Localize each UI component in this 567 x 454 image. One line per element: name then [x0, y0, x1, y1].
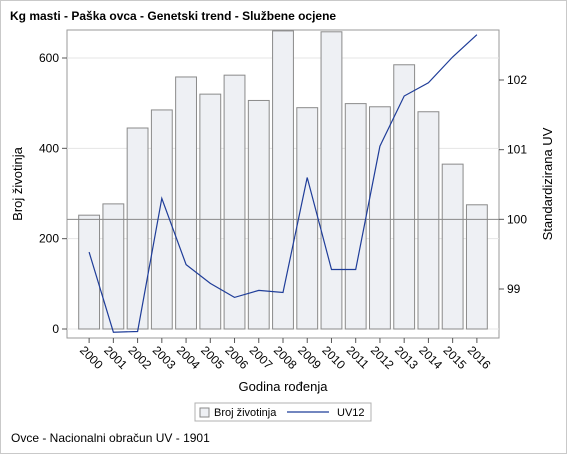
bar	[102, 203, 125, 330]
bar	[126, 127, 149, 330]
bar	[344, 103, 367, 330]
bar	[223, 74, 246, 330]
x-tick-label: 2004	[174, 343, 203, 372]
bar	[78, 214, 101, 330]
bar	[441, 163, 464, 330]
x-tick-label: 2006	[222, 343, 251, 372]
x-tick-label: 2000	[77, 343, 106, 372]
bar	[393, 64, 416, 330]
legend-bar-label: Broj životinja	[214, 407, 277, 419]
bar	[272, 30, 294, 330]
y-tick-label: 600	[39, 51, 59, 65]
bar	[465, 204, 488, 330]
y2-tick-label: 100	[507, 212, 527, 226]
y2-axis-title: Standardizirana UV	[540, 127, 555, 240]
y-tick-label: 0	[52, 322, 59, 336]
x-tick-label: 2001	[101, 343, 130, 372]
x-tick-label: 2011	[344, 343, 372, 371]
x-tick-label: 2012	[368, 343, 397, 372]
legend-box	[194, 402, 372, 422]
line-layer	[88, 34, 478, 333]
legend-line-label: UV12	[337, 407, 365, 419]
legend-bar-swatch	[199, 407, 210, 418]
bar	[175, 76, 197, 330]
x-tick-label: 2014	[416, 343, 445, 372]
x-tick-label: 2015	[441, 343, 470, 372]
bar	[199, 93, 222, 330]
bar	[296, 107, 319, 330]
y-tick-label: 400	[39, 141, 59, 155]
x-tick-label: 2002	[125, 343, 154, 372]
footnote: Ovce - Nacionalni obračun UV - 1901	[11, 431, 210, 445]
y2-tick-label: 101	[507, 143, 527, 157]
chart-title: Kg masti - Paška ovca - Genetski trend -…	[10, 9, 337, 23]
bar	[320, 31, 343, 330]
legend: Broj životinja UV12	[194, 402, 372, 422]
y2-tick-label: 102	[507, 73, 527, 87]
x-tick-label: 2016	[465, 343, 494, 372]
x-tick-label: 2003	[150, 343, 179, 372]
series-line-uv12	[88, 34, 478, 333]
x-tick-label: 2008	[271, 343, 300, 372]
bar	[247, 99, 270, 330]
x-axis-title: Godina rođenja	[239, 379, 329, 394]
bar	[369, 106, 391, 330]
y-axis-title: Broj životinja	[10, 146, 25, 220]
x-tick-label: 2013	[392, 343, 421, 372]
y-tick-label: 200	[39, 232, 59, 246]
bar-layer	[78, 30, 488, 330]
x-tick-label: 2010	[319, 343, 348, 372]
y2-tick-label: 99	[507, 282, 521, 296]
x-tick-label: 2007	[247, 343, 276, 372]
bar	[417, 111, 440, 330]
x-tick-label: 2005	[198, 343, 227, 372]
x-tick-label: 2009	[295, 343, 324, 372]
